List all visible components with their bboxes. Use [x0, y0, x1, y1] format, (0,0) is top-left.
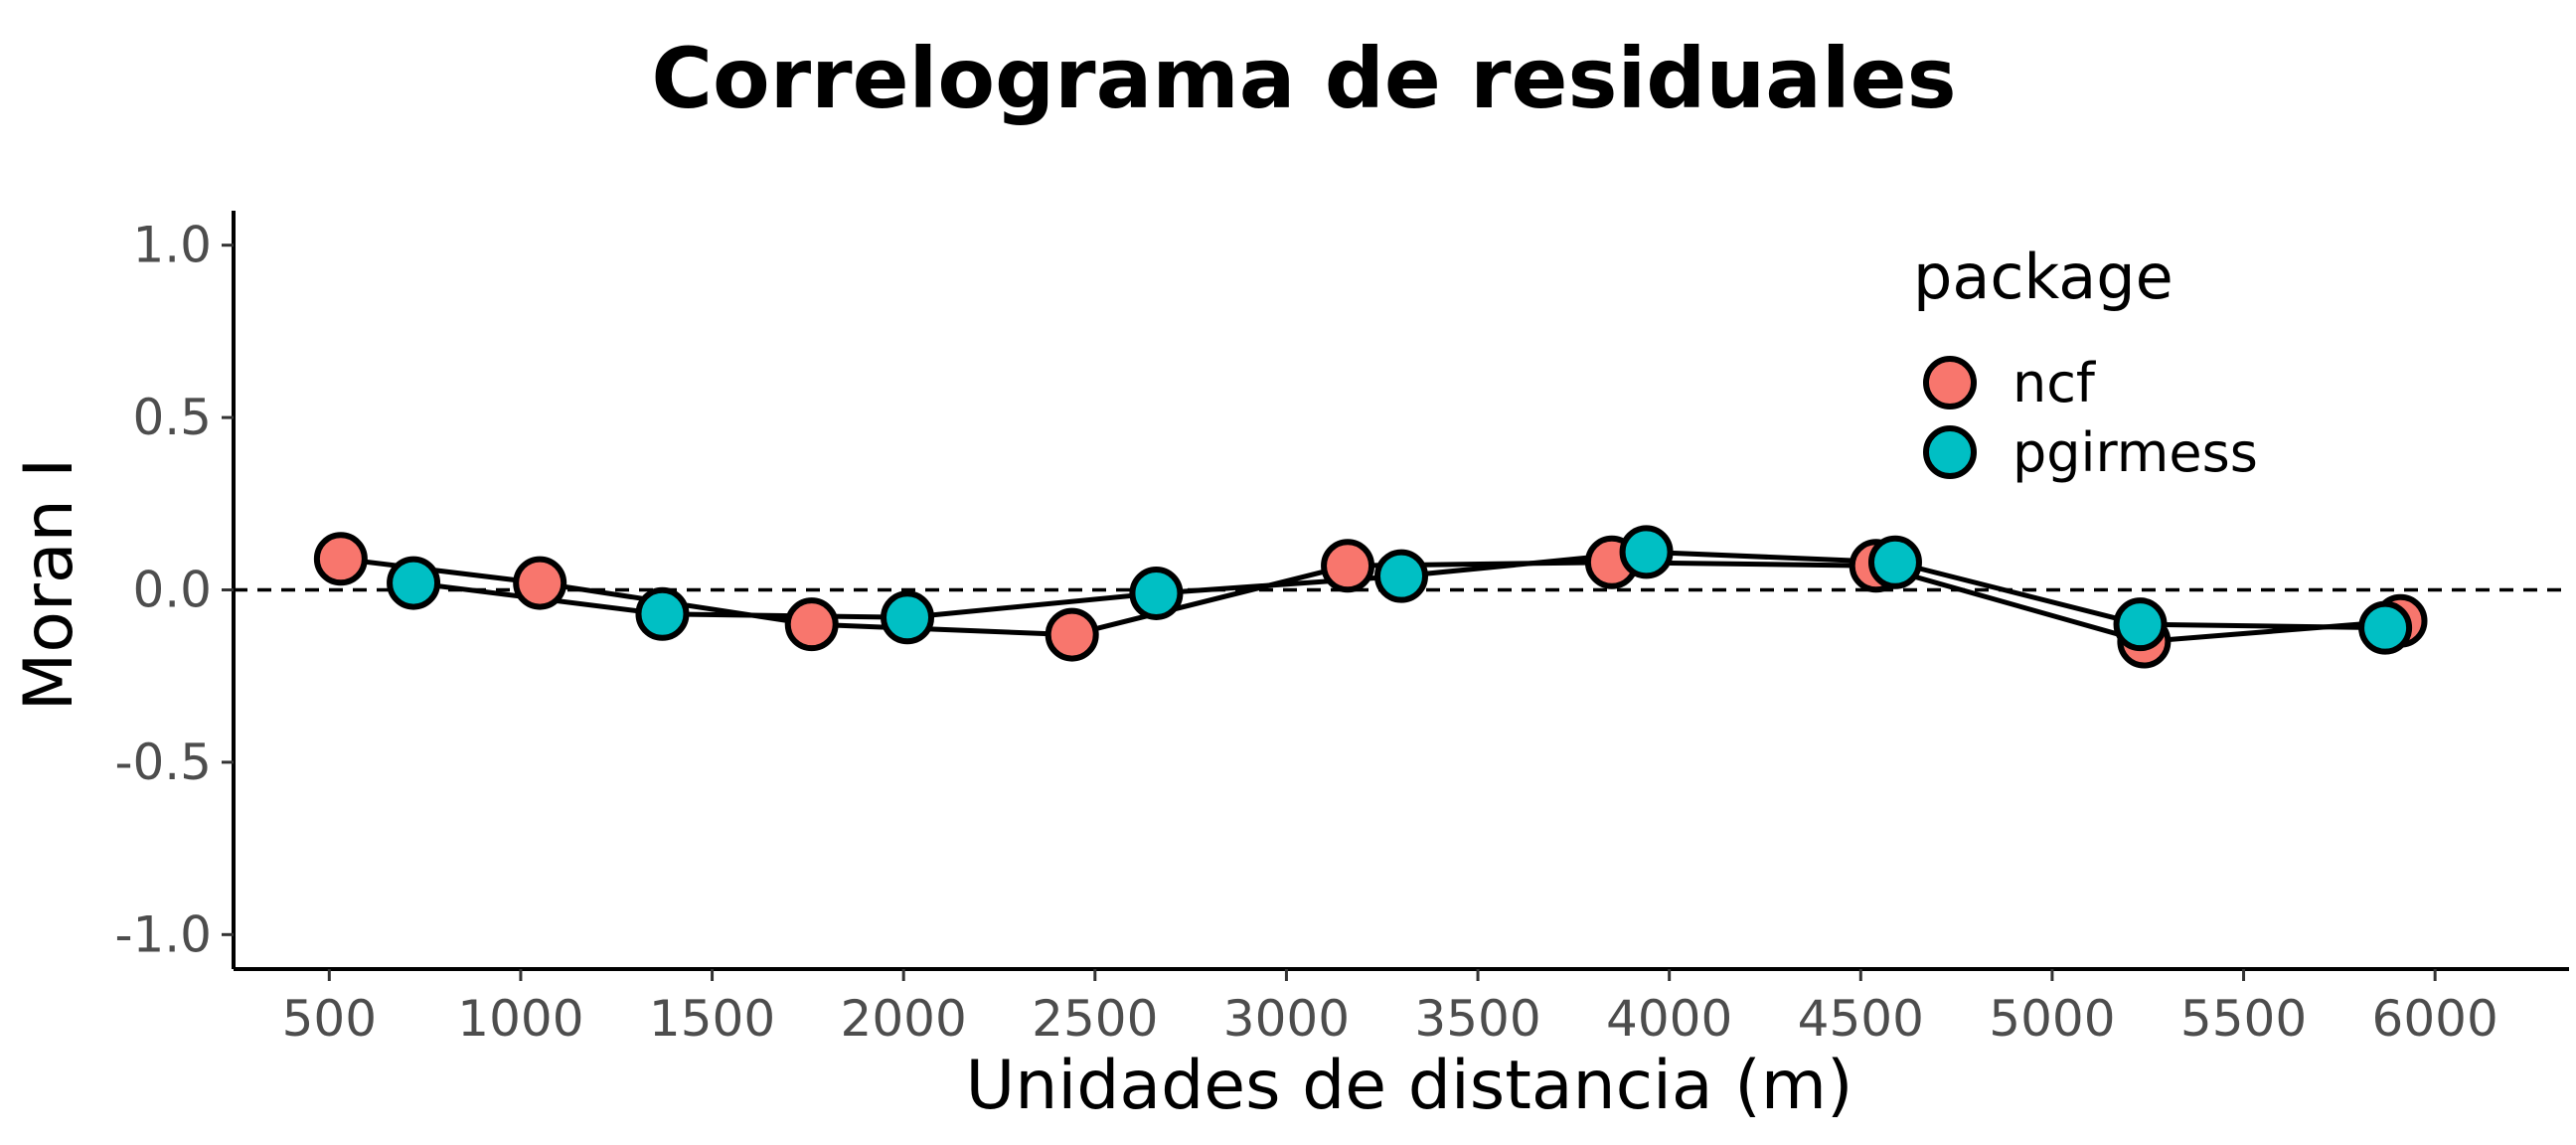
data-point-pgirmess — [881, 590, 935, 645]
y-tick-label: -0.5 — [114, 734, 212, 791]
x-tick-label: 1500 — [649, 990, 775, 1048]
data-point-pgirmess — [2358, 600, 2413, 655]
data-point-ncf — [313, 532, 368, 586]
data-point-pgirmess — [2113, 597, 2168, 652]
legend-key-pgirmess — [1923, 425, 1977, 479]
data-point-ncf — [513, 556, 567, 610]
x-tick-label: 5500 — [2180, 990, 2307, 1048]
x-tick-label: 2500 — [1032, 990, 1158, 1048]
x-tick-label: 1000 — [457, 990, 583, 1048]
data-point-pgirmess — [1129, 566, 1184, 620]
data-point-pgirmess — [1374, 549, 1428, 603]
legend-label-ncf: ncf — [2012, 352, 2097, 414]
series-layer — [313, 525, 2428, 669]
legend: package ncf pgirmess — [1913, 241, 2258, 484]
legend-label-pgirmess: pgirmess — [2012, 421, 2258, 484]
y-tick-label: -1.0 — [114, 905, 212, 963]
data-point-pgirmess — [1867, 535, 1922, 589]
data-point-ncf — [1321, 539, 1375, 593]
x-tick-label: 5000 — [1989, 990, 2115, 1048]
data-point-pgirmess — [387, 556, 441, 610]
data-point-pgirmess — [1619, 525, 1674, 579]
x-tick-label: 4500 — [1798, 990, 1924, 1048]
axes: 500 1000 1500 2000 2500 3000 3500 4000 4500 5000 5… — [114, 211, 2569, 1048]
chart-title: Correlograma de residuales — [651, 30, 1956, 127]
x-tick-label: 3500 — [1414, 990, 1540, 1048]
x-tick-label: 2000 — [841, 990, 967, 1048]
x-axis-title: Unidades de distancia (m) — [965, 1047, 1852, 1125]
x-tick-label: 6000 — [2372, 990, 2498, 1048]
legend-title: package — [1913, 241, 2174, 313]
y-tick-label: 0.0 — [132, 562, 212, 619]
x-tick-label: 3000 — [1223, 990, 1350, 1048]
y-tick-label: 0.5 — [132, 389, 212, 446]
x-tick-label: 500 — [282, 990, 377, 1048]
y-axis-title: Moran I — [10, 458, 88, 712]
data-point-pgirmess — [635, 586, 690, 641]
data-point-ncf — [784, 597, 839, 652]
data-point-ncf — [1045, 607, 1099, 662]
legend-key-ncf — [1923, 356, 1977, 409]
y-tick-label: 1.0 — [132, 217, 212, 274]
x-tick-label: 4000 — [1606, 990, 1732, 1048]
